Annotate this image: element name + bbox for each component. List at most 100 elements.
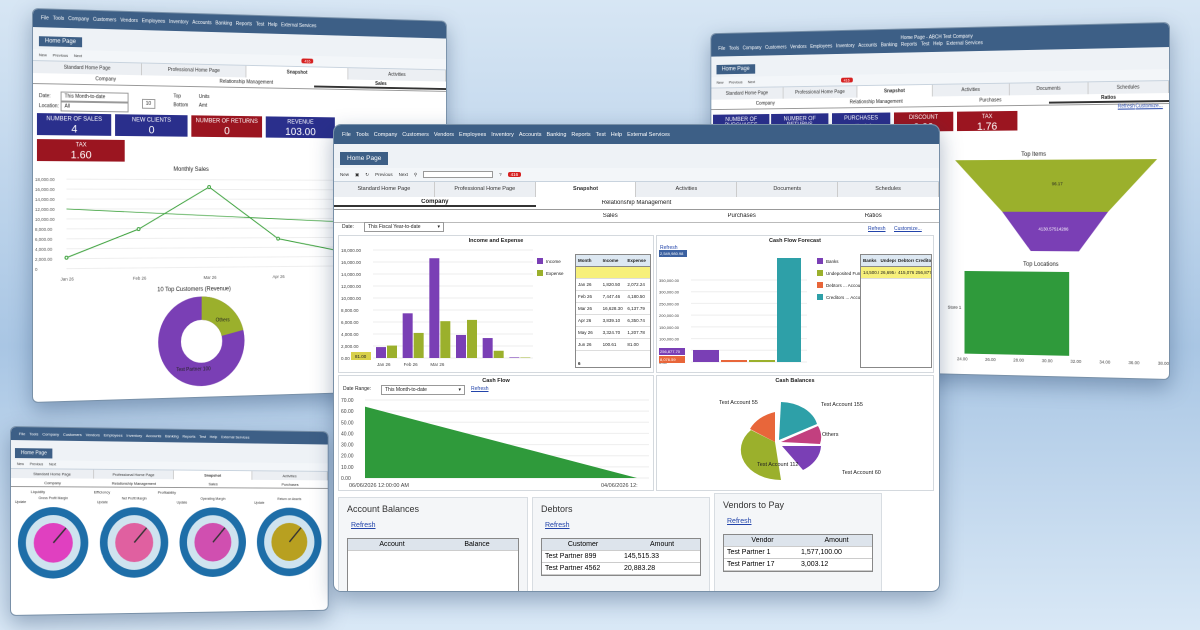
home-page-tab[interactable]: Home Page <box>15 448 53 458</box>
tab-professional-home[interactable]: Professional Home Page <box>94 469 174 478</box>
subtab-relationship[interactable]: Relationship Management <box>536 200 738 206</box>
tab-snapshot[interactable]: Snapshot <box>536 182 637 197</box>
column-header[interactable]: Creditors... <box>914 258 932 263</box>
menu-item-file[interactable]: File <box>41 15 49 21</box>
column-header[interactable]: Banks <box>861 258 879 263</box>
table-row[interactable]: Mar 26 16,628.30 6,137.79 <box>576 303 650 315</box>
units-radio[interactable]: Units <box>199 94 210 100</box>
tab-snapshot[interactable]: Snapshot <box>857 84 932 97</box>
subtab-ratios[interactable]: Ratios <box>1049 94 1169 104</box>
menu-item-vendors[interactable]: Vendors <box>434 132 454 138</box>
menu-item-company[interactable]: Company <box>68 16 89 23</box>
income-bar-jun-26[interactable] <box>509 357 519 358</box>
tab-activities[interactable]: Activities <box>636 182 737 197</box>
table-row[interactable]: Apr 26 3,839.10 6,350.74 <box>576 315 650 327</box>
col-account[interactable]: Account <box>348 541 433 548</box>
menu-item-help[interactable]: Help <box>611 132 622 138</box>
vendors-refresh[interactable]: Refresh <box>715 518 881 525</box>
menu-item-inventory[interactable]: Inventory <box>836 43 855 49</box>
expense-bar-jan-26[interactable] <box>387 346 397 358</box>
column-header[interactable]: Expense <box>625 258 650 263</box>
table-row-selected[interactable] <box>576 267 650 279</box>
menu-item-inventory[interactable]: Inventory <box>126 433 142 438</box>
table-row[interactable]: Test Partner 1 1,577,100.00 <box>724 547 872 559</box>
menu-item-external-services[interactable]: External Services <box>221 434 250 439</box>
menu-item-vendors[interactable]: Vendors <box>790 44 806 50</box>
customize-link[interactable]: Customize... <box>1135 103 1162 109</box>
column-header[interactable]: Income <box>601 258 626 263</box>
tab-documents[interactable]: Documents <box>1010 82 1089 95</box>
tab-activities[interactable]: Activities <box>252 471 328 480</box>
tab-activities[interactable]: Activities <box>933 83 1010 96</box>
location-select[interactable]: All <box>61 101 129 112</box>
new-button[interactable]: New <box>717 80 724 85</box>
forecast-bar-banks[interactable] <box>693 350 719 362</box>
tab-professional-home[interactable]: Professional Home Page <box>784 86 858 99</box>
menu-item-banking[interactable]: Banking <box>215 20 232 26</box>
menu-item-customers[interactable]: Customers <box>765 44 786 50</box>
menu-item-inventory[interactable]: Inventory <box>169 19 188 25</box>
menu-item-reports[interactable]: Reports <box>571 132 590 138</box>
tab-snapshot[interactable]: Snapshot <box>174 470 252 479</box>
debtors-refresh[interactable]: Refresh <box>533 522 709 529</box>
income-bar-jan-26[interactable] <box>376 347 386 358</box>
tab-professional-home[interactable]: Professional Home Page <box>142 63 247 77</box>
refresh-icon[interactable]: ↻ <box>365 172 369 178</box>
menu-item-accounts[interactable]: Accounts <box>858 42 877 48</box>
subtab-purchases[interactable]: Purchases <box>252 481 328 486</box>
previous-button[interactable]: Previous <box>729 80 743 85</box>
menu-item-employees[interactable]: Employees <box>104 432 123 437</box>
menu-item-test[interactable]: Test <box>199 434 206 439</box>
help-icon[interactable]: ? <box>499 172 502 177</box>
subtab-purchases[interactable]: Purchases <box>676 213 808 219</box>
home-page-tab[interactable]: Home Page <box>340 152 388 165</box>
expense-bar-apr-26[interactable] <box>467 320 477 358</box>
subtab-sales[interactable]: Sales <box>314 80 446 90</box>
menu-item-file[interactable]: File <box>342 132 351 138</box>
menu-item-customers[interactable]: Customers <box>93 17 116 24</box>
subtab-company[interactable]: Company <box>711 100 820 107</box>
menu-item-vendors[interactable]: Vendors <box>120 18 138 24</box>
menu-item-customers[interactable]: Customers <box>402 132 429 138</box>
table-row[interactable]: May 26 3,324.70 1,207.78 <box>576 327 650 339</box>
tab-activities[interactable]: Activities <box>348 68 446 81</box>
column-header[interactable]: Vendor <box>724 537 798 544</box>
menu-item-help[interactable]: Help <box>210 434 218 439</box>
previous-button[interactable]: Previous <box>375 172 393 177</box>
menu-item-help[interactable]: Help <box>933 41 943 47</box>
notification-badge[interactable]: 416 <box>302 58 314 63</box>
menu-item-file[interactable]: File <box>19 431 25 436</box>
save-icon[interactable]: ▣ <box>355 172 359 178</box>
subtab-sales[interactable]: Sales <box>174 481 252 486</box>
tab-professional-home[interactable]: Professional Home Page <box>435 182 536 197</box>
column-header[interactable]: Undeposi... <box>879 258 897 263</box>
menu-item-reports[interactable]: Reports <box>182 434 195 439</box>
menu-item-accounts[interactable]: Accounts <box>192 20 211 26</box>
subtab-company[interactable]: Company <box>33 75 177 84</box>
menu-item-tools[interactable]: Tools <box>29 431 38 436</box>
next-button[interactable]: Next <box>49 462 56 466</box>
next-button[interactable]: Next <box>748 79 755 84</box>
subtab-purchases[interactable]: Purchases <box>933 97 1049 104</box>
subtab-company[interactable]: Company <box>11 480 94 486</box>
bottom-radio[interactable]: Bottom <box>173 102 188 108</box>
col-balance[interactable]: Balance <box>433 541 518 548</box>
tab-snapshot[interactable]: Snapshot <box>246 65 347 79</box>
menu-item-banking[interactable]: Banking <box>547 132 567 138</box>
column-header[interactable]: Amount <box>798 537 872 544</box>
subtab-company[interactable]: Company <box>334 199 536 207</box>
expense-bar-feb-26[interactable] <box>414 333 424 358</box>
menu-item-test[interactable]: Test <box>921 41 930 47</box>
tab-documents[interactable]: Documents <box>737 182 838 197</box>
new-button[interactable]: New <box>340 172 349 177</box>
tab-schedules[interactable]: Schedules <box>1089 81 1169 94</box>
account-balances-refresh[interactable]: Refresh <box>339 522 527 529</box>
subtab-ratios[interactable]: Ratios <box>807 213 939 219</box>
menu-item-company[interactable]: Company <box>374 132 398 138</box>
customize-link[interactable]: Customize... <box>894 226 922 232</box>
forecast-bar-creditors[interactable] <box>777 258 801 362</box>
menu-item-help[interactable]: Help <box>268 22 277 28</box>
menu-item-customers[interactable]: Customers <box>63 432 82 437</box>
refresh-link[interactable]: Refresh <box>868 226 886 232</box>
subtab-sales[interactable]: Sales <box>544 213 676 219</box>
